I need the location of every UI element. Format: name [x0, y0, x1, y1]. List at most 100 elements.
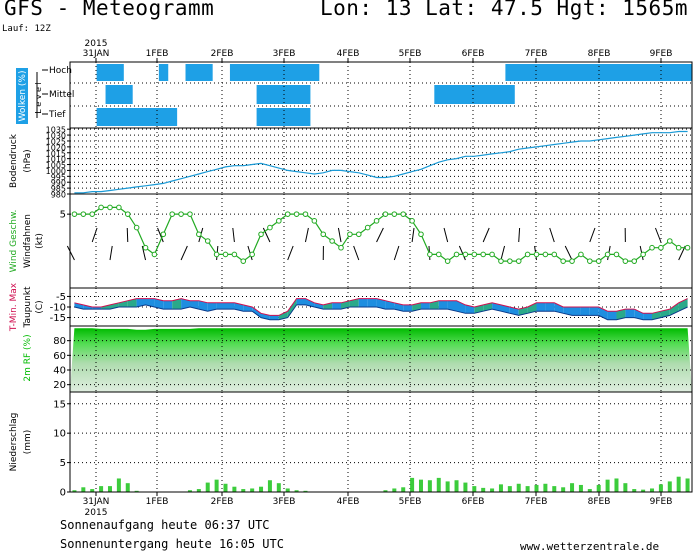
temp-band [572, 307, 581, 316]
top-day-label: 31JAN [83, 49, 110, 59]
cloud-cell [292, 85, 302, 104]
temp-band [198, 300, 208, 312]
precip-bar [214, 479, 219, 492]
precip-bar [72, 490, 77, 492]
cloud-cell [656, 64, 666, 81]
temp-band [421, 302, 430, 310]
wind-point [515, 258, 522, 264]
cloud-cell [452, 85, 462, 104]
wind-barb [353, 245, 360, 261]
wind-point [347, 231, 353, 238]
cloud-cell [301, 85, 311, 104]
cloud-cell [238, 64, 249, 81]
temp-band [643, 313, 652, 320]
wind-point [533, 251, 540, 258]
top-day-label: 5FEB [399, 49, 422, 59]
wind-point [213, 251, 220, 258]
bottom-day-label: 8FEB [588, 497, 611, 507]
precip-bar [507, 486, 512, 492]
y-tick-label: 40 [53, 366, 66, 377]
temp-band [287, 298, 297, 318]
cloud-cell [514, 64, 524, 81]
temp-band [625, 309, 635, 318]
wind-line [74, 206, 688, 262]
wind-point [560, 258, 566, 264]
cloud-cell [523, 64, 533, 81]
precip-bar [614, 478, 619, 492]
wind-point [400, 211, 407, 217]
y-tick-label: 1020 [46, 143, 66, 152]
bottom-year-label: 2015 [85, 508, 108, 518]
temp-band [518, 307, 528, 316]
humidity-area [70, 328, 692, 392]
wind-point [373, 218, 380, 224]
wind-point [640, 251, 646, 258]
precip-bar [276, 483, 281, 492]
top-day-label: 7FEB [525, 49, 548, 59]
temp-band [429, 300, 439, 310]
cloud-cell [141, 108, 151, 126]
temp-unit: (C) [35, 300, 45, 313]
cloud-cell [683, 64, 693, 81]
wind-point [169, 211, 175, 217]
cloud-cell [158, 64, 169, 81]
wind-barb [66, 245, 75, 261]
precip-bar [267, 480, 272, 492]
temp-band [483, 302, 493, 312]
wind-point [604, 251, 611, 258]
cloud-level-axis-label: L e v e l [34, 82, 43, 113]
wind-point [133, 224, 140, 231]
temp-band [216, 302, 226, 310]
wind-barb [458, 245, 466, 261]
precip-bar [285, 488, 290, 492]
wind-point [578, 251, 584, 258]
temp-band [101, 304, 110, 310]
temp-band [92, 307, 102, 310]
precip-bar [498, 484, 503, 492]
precip-bar [303, 490, 308, 492]
wind-barb [109, 245, 113, 261]
cloud-cell [96, 64, 107, 81]
y-tick-label: 980 [51, 191, 66, 200]
precip-bar [623, 483, 628, 492]
temp-band [607, 311, 617, 320]
wind-point [631, 258, 638, 264]
cloud-cell [567, 64, 577, 81]
cloud-cell [620, 64, 631, 81]
wind-point [364, 224, 371, 231]
wind-barb [304, 227, 309, 243]
y-tick-label: -5 [56, 292, 66, 303]
precip-bar [232, 486, 237, 492]
cloud-cell [256, 108, 266, 126]
wind-point [382, 211, 389, 217]
cloud-cell [265, 64, 275, 81]
temp-band [509, 307, 519, 316]
source-url[interactable]: www.wetterzentrale.de [520, 540, 660, 553]
temp-band [474, 304, 484, 314]
cloud-cell [274, 64, 284, 81]
wind-point [427, 251, 433, 258]
precip-bar [427, 480, 432, 492]
precip-bar [259, 486, 264, 492]
temp-band [305, 298, 315, 307]
temp-band [296, 298, 306, 305]
wind-point [142, 244, 149, 251]
cloud-cell [96, 108, 107, 126]
y-tick-label: 990 [51, 179, 66, 188]
cloud-cell [647, 64, 657, 81]
wind-point [116, 204, 122, 211]
wind-point [151, 251, 158, 258]
temp-band [127, 298, 137, 307]
cloud-level-label: Hoch [49, 66, 72, 76]
wind-point [462, 251, 469, 258]
wind-point [231, 251, 238, 258]
temp-band [580, 307, 590, 316]
wind-point [658, 244, 664, 251]
wind-barb [91, 227, 98, 243]
precip-bar [401, 487, 406, 492]
precip-bar [525, 486, 530, 492]
temp-min-line [74, 304, 688, 321]
wind-point [524, 251, 531, 258]
wind-barb [589, 227, 596, 243]
precip-bar [436, 477, 441, 492]
